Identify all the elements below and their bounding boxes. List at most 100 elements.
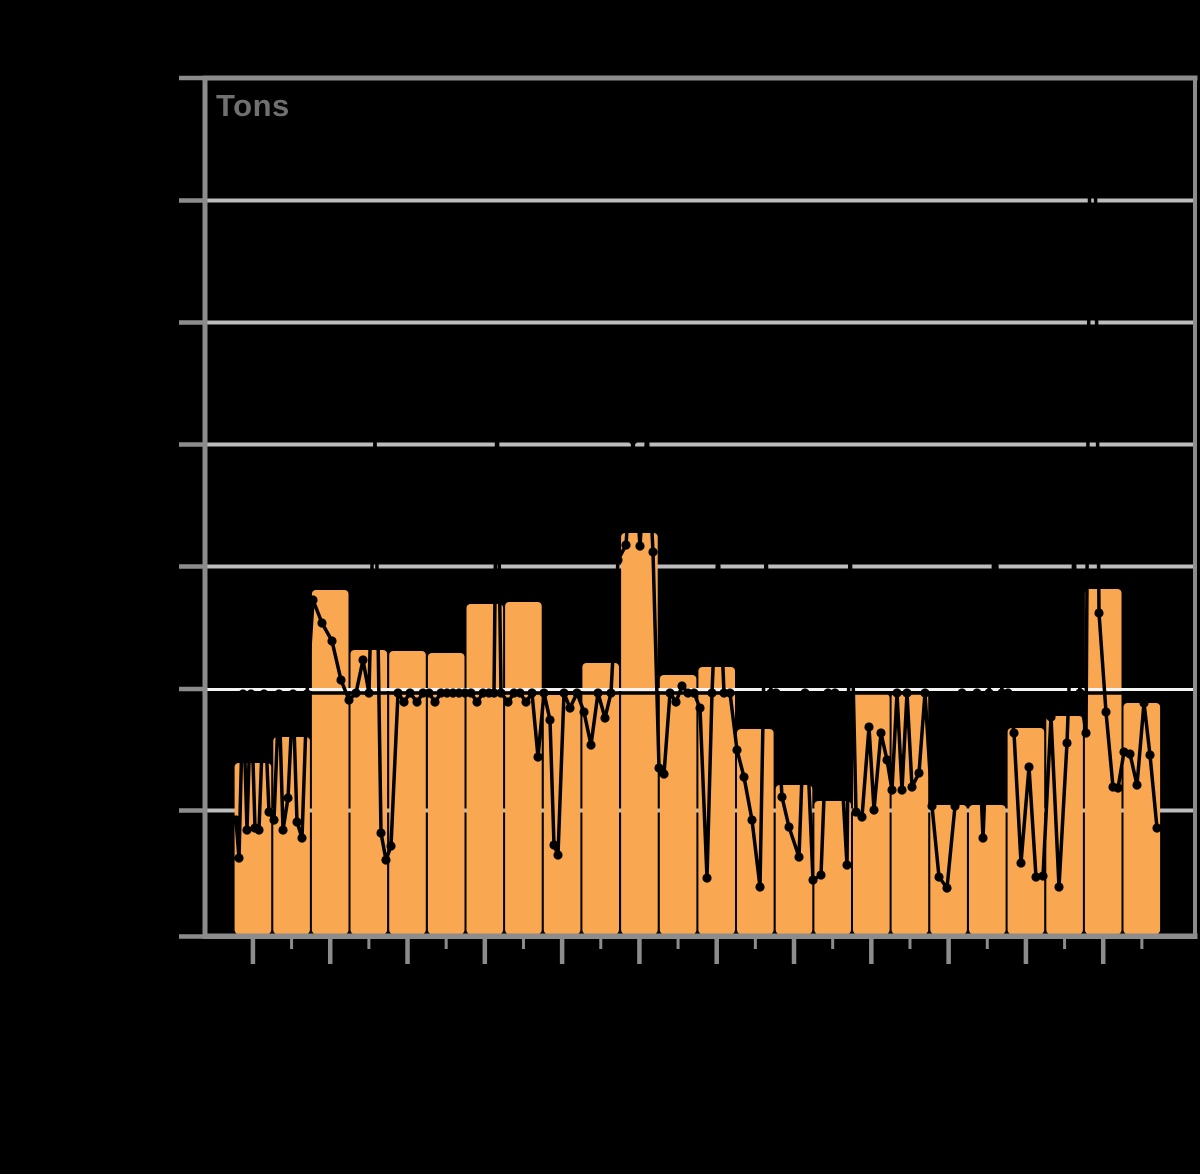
series-dot [1069,545,1079,555]
series-dot [794,852,804,862]
series-dot [836,755,846,765]
bar [234,763,272,934]
axes [202,75,1198,939]
series-dot [892,688,902,698]
series-dot [695,703,705,713]
series-dot [882,755,892,765]
top-axis-line [202,75,1198,81]
y-axis-line [202,75,208,939]
series-dot [317,618,327,628]
series-dot [1152,823,1162,833]
series-dot [816,870,826,880]
series-dot [492,395,502,405]
series-dot [934,872,944,882]
bar [427,653,465,934]
series-dot [869,805,879,815]
series-dot [707,688,717,698]
series-dot [521,697,531,707]
series-dot [659,769,669,779]
series-dot [1094,608,1104,618]
series-dot [702,873,712,883]
series-dot [259,689,269,699]
series-dot [381,855,391,865]
series-dot [1132,780,1142,790]
series-dot [527,688,537,698]
series-dot [920,688,930,698]
series-dot [278,825,288,835]
series-dot [907,782,917,792]
series-dot [430,697,440,707]
series-dot [713,543,723,553]
series-dot [466,688,476,698]
series-dot [845,535,855,545]
series-dot [231,815,241,825]
series-dot [1081,728,1091,738]
bars [234,533,1161,934]
series-dot [671,697,681,707]
bar [466,604,504,934]
series-dot [957,688,967,698]
series-dot [800,688,810,698]
series-dot [579,707,589,717]
series-dot [405,688,415,698]
series-dot [739,772,749,782]
series-dot [370,433,380,443]
series-dot [965,725,975,735]
series-dot [897,785,907,795]
series-dot [1125,749,1135,759]
series-dot [990,515,1000,525]
series-dot [950,801,960,811]
series-dot [984,688,994,698]
series-dot [864,722,874,732]
series-dot [274,689,284,699]
series-dot [972,688,982,698]
series-dot [472,697,482,707]
series-dot [689,688,699,698]
series-dot [283,793,293,803]
bar [621,533,658,934]
series-dot [761,548,771,558]
series-dot [539,688,549,698]
series-dot [902,688,912,698]
series-dot [302,689,312,699]
series-dot [533,752,543,762]
x-ticks [250,938,1144,964]
series-dot [489,688,499,698]
series-dot [978,833,988,843]
bar [969,805,1006,934]
series-dot [344,695,354,705]
series-dot [1024,762,1034,772]
series-dot [364,688,374,698]
series-dot [857,812,867,822]
series-dot [771,688,781,698]
bar [1046,716,1083,934]
series-dot [777,792,787,802]
series-dot [1145,750,1155,760]
series-dot [246,689,256,699]
series-dot [242,825,252,835]
right-axis-line [1193,75,1197,939]
series-dot [1009,728,1019,738]
series-dot [1031,872,1041,882]
series-dot [254,825,264,835]
bar [737,729,774,934]
bar [543,695,581,934]
series-dot [613,555,623,565]
series-dot [1113,783,1123,793]
bar [505,602,542,934]
series-dot [1139,698,1149,708]
series-dot [784,822,794,832]
series-dot [1038,871,1048,881]
series-dot [238,689,248,699]
series-dot [503,697,513,707]
series-dot [747,815,757,825]
series-dot [496,688,506,698]
series-dot [830,688,840,698]
series-dot [593,688,603,698]
series-dot [942,883,952,893]
series-dot [549,840,559,850]
series-dot [621,540,631,550]
series-dot [635,541,645,551]
